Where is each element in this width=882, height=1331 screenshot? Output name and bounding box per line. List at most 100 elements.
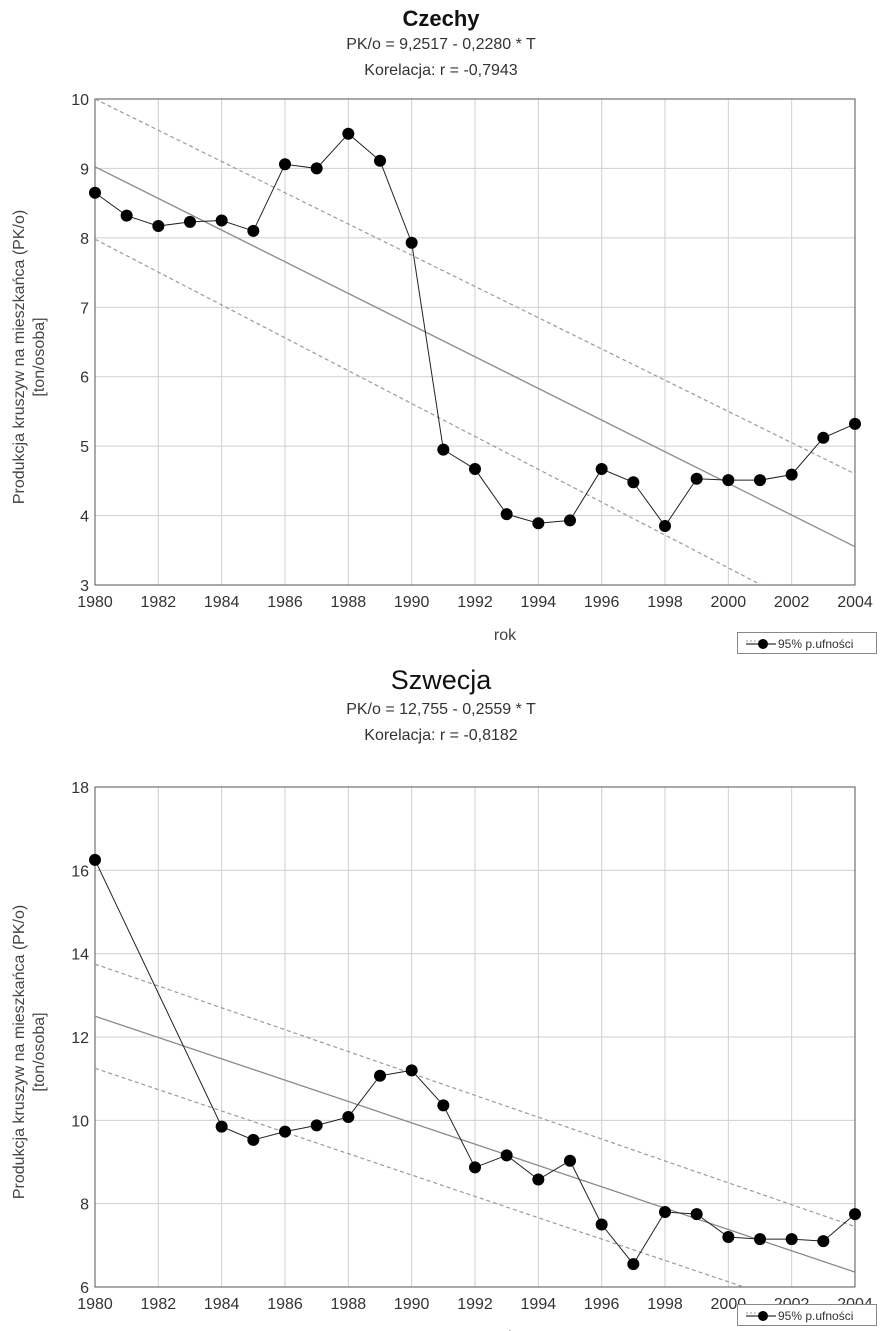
x-tick-label: 1998 <box>647 1296 683 1313</box>
ci-lower-line <box>95 238 763 585</box>
data-point <box>849 417 861 430</box>
chart-correlation: Korelacja: r = -0,7943 <box>364 62 518 79</box>
legend-label: 95% p.ufności <box>778 1309 854 1323</box>
chart-correlation: Korelacja: r = -0,8182 <box>364 727 518 744</box>
chart-title: Szwecja <box>390 665 492 695</box>
data-point <box>754 474 766 487</box>
x-tick-label: 1992 <box>457 594 493 611</box>
data-point <box>437 1099 450 1112</box>
data-point <box>595 463 608 476</box>
legend-label: 95% p.ufności <box>778 637 854 651</box>
y-tick-label: 10 <box>71 92 89 109</box>
y-axis-label: Produkcja kruszyw na mieszkańca (PK/o) <box>11 905 28 1199</box>
regression-line <box>95 1015 855 1273</box>
data-point <box>120 209 133 222</box>
x-tick-label: 1986 <box>267 594 303 611</box>
data-point <box>184 215 196 228</box>
x-tick-label: 1984 <box>204 594 240 611</box>
data-point <box>152 220 165 233</box>
data-point <box>215 1120 228 1133</box>
x-tick-label: 2000 <box>711 594 747 611</box>
data-point <box>722 1231 735 1243</box>
data-point <box>500 1149 513 1162</box>
legend: 95% p.ufności <box>737 632 877 654</box>
data-point <box>279 158 291 171</box>
data-point <box>247 1133 260 1146</box>
y-tick-label: 12 <box>71 1030 89 1047</box>
chart-czechy: Czechy PK/o = 9,2517 - 0,2280 * T Korela… <box>0 0 882 660</box>
x-tick-label: 1988 <box>331 1296 367 1313</box>
legend-symbol <box>746 639 776 649</box>
x-tick-label: 2002 <box>774 594 810 611</box>
x-tick-label: 1982 <box>141 1296 177 1313</box>
data-point <box>89 853 101 866</box>
data-point <box>627 476 640 489</box>
data-point <box>690 1208 703 1221</box>
x-axis-label: rok <box>494 1329 517 1331</box>
data-point <box>532 1173 545 1186</box>
data-point <box>722 474 735 487</box>
x-tick-label: 1990 <box>394 594 430 611</box>
data-point <box>532 517 545 530</box>
data-point <box>437 443 450 456</box>
data-point <box>469 463 481 476</box>
y-axis-unit: [ton/osoba] <box>31 317 48 396</box>
data-point <box>595 1218 608 1231</box>
data-point <box>405 1064 418 1077</box>
ci-upper-line <box>95 963 855 1228</box>
x-tick-label: 2004 <box>837 594 873 611</box>
data-point <box>374 1069 386 1082</box>
y-tick-label: 16 <box>71 863 89 880</box>
y-tick-label: 7 <box>80 300 89 317</box>
data-point <box>849 1208 861 1221</box>
data-point <box>342 1111 355 1123</box>
data-point <box>564 514 576 527</box>
data-point <box>215 214 228 227</box>
y-axis-label: Produkcja kruszyw na mieszkańca (PK/o) <box>11 210 28 504</box>
data-point <box>342 127 355 140</box>
data-point <box>817 1235 830 1248</box>
data-point <box>659 519 671 532</box>
data-series-line <box>94 859 856 1265</box>
y-tick-label: 10 <box>71 1113 89 1130</box>
y-tick-label: 3 <box>80 578 89 595</box>
x-tick-label: 1980 <box>77 594 113 611</box>
legend-symbol <box>746 1311 776 1321</box>
y-tick-label: 4 <box>80 509 89 526</box>
data-point <box>754 1233 766 1246</box>
chart-canvas: 1980 1982 1984 1986 1988 1990 1992 1994 1996 1998… <box>11 780 873 1331</box>
data-point <box>374 154 386 167</box>
y-axis-unit: [ton/osoba] <box>31 1012 48 1091</box>
data-point <box>89 186 101 199</box>
x-tick-label: 1998 <box>647 594 683 611</box>
x-tick-label: 1988 <box>331 594 367 611</box>
chart-canvas: 1980 1982 1984 1986 1988 1990 1992 1994 1996 1998… <box>11 92 873 644</box>
chart-title: Czechy <box>402 6 480 31</box>
data-point <box>469 1161 481 1174</box>
x-tick-label: 1982 <box>141 594 177 611</box>
data-point <box>247 224 260 237</box>
data-point <box>279 1125 291 1138</box>
x-tick-label: 1984 <box>204 1296 240 1313</box>
y-tick-label: 9 <box>80 161 89 178</box>
x-tick-label: 1980 <box>77 1296 113 1313</box>
chart-szwecja: Szwecja PK/o = 12,755 - 0,2559 * T Korel… <box>0 665 882 1331</box>
data-point <box>627 1258 640 1271</box>
data-point <box>310 1119 323 1132</box>
data-point <box>500 508 513 521</box>
x-tick-label: 1994 <box>521 1296 557 1313</box>
data-point <box>310 162 323 175</box>
data-point <box>405 236 418 249</box>
data-point <box>659 1206 671 1218</box>
plot-frame <box>94 786 856 1288</box>
x-axis-label: rok <box>494 627 517 644</box>
y-tick-label: 8 <box>80 1197 89 1214</box>
y-tick-label: 6 <box>80 370 89 387</box>
y-tick-label: 6 <box>80 1280 89 1297</box>
ci-lower-line <box>95 1067 746 1287</box>
y-tick-label: 18 <box>71 780 89 797</box>
chart-equation: PK/o = 9,2517 - 0,2280 * T <box>346 36 536 53</box>
data-point <box>564 1154 576 1167</box>
x-tick-label: 1996 <box>584 1296 620 1313</box>
y-tick-label: 14 <box>71 947 89 964</box>
